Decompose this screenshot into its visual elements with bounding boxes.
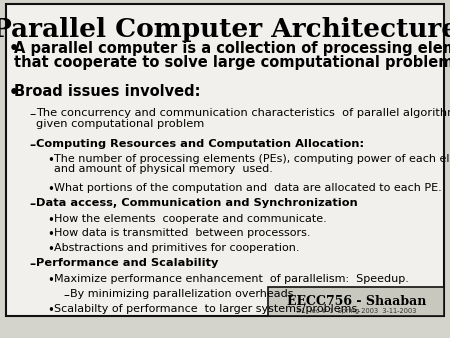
- FancyBboxPatch shape: [6, 4, 444, 316]
- Text: •: •: [47, 183, 54, 196]
- Text: Abstractions and primitives for cooperation.: Abstractions and primitives for cooperat…: [54, 243, 300, 254]
- Text: –: –: [29, 108, 36, 121]
- Text: •: •: [47, 154, 54, 167]
- Text: A parallel computer is a collection of processing elements: A parallel computer is a collection of p…: [14, 41, 450, 55]
- Text: –: –: [63, 289, 69, 302]
- Text: –: –: [29, 198, 36, 211]
- Text: •: •: [47, 274, 54, 287]
- Text: Data access, Communication and Synchronization: Data access, Communication and Synchroni…: [36, 198, 358, 208]
- Text: Computing Resources and Computation Allocation:: Computing Resources and Computation Allo…: [36, 139, 364, 149]
- FancyBboxPatch shape: [268, 287, 444, 316]
- Text: EECC756 - Shaaban: EECC756 - Shaaban: [287, 295, 426, 308]
- Text: How data is transmitted  between processors.: How data is transmitted between processo…: [54, 228, 310, 239]
- Text: •: •: [47, 228, 54, 241]
- Text: By minimizing parallelization overheads: By minimizing parallelization overheads: [70, 289, 293, 299]
- Text: Maximize performance enhancement  of parallelism:  Speedup.: Maximize performance enhancement of para…: [54, 274, 409, 284]
- Text: •: •: [9, 84, 19, 99]
- Text: given computational problem: given computational problem: [36, 119, 204, 129]
- Text: •: •: [47, 304, 54, 317]
- Text: and amount of physical memory  used.: and amount of physical memory used.: [54, 164, 273, 174]
- Text: Broad issues involved:: Broad issues involved:: [14, 84, 200, 99]
- Text: •: •: [47, 214, 54, 226]
- Text: The number of processing elements (PEs), computing power of each element: The number of processing elements (PEs),…: [54, 154, 450, 165]
- Text: Performance and Scalability: Performance and Scalability: [36, 258, 218, 268]
- Text: The concurrency and communication characteristics  of parallel algorithms for a: The concurrency and communication charac…: [36, 108, 450, 118]
- Text: Scalabilty of performance  to larger systems/problems.: Scalabilty of performance to larger syst…: [54, 304, 361, 314]
- Text: Parallel Computer Architecture: Parallel Computer Architecture: [0, 17, 450, 42]
- Text: •: •: [47, 243, 54, 256]
- Text: What portions of the computation and  data are allocated to each PE.: What portions of the computation and dat…: [54, 183, 442, 193]
- Text: –: –: [29, 258, 36, 271]
- Text: •: •: [9, 41, 19, 55]
- Text: –: –: [29, 139, 36, 151]
- Text: How the elements  cooperate and communicate.: How the elements cooperate and communica…: [54, 214, 327, 224]
- Text: #1  lec # 1  Spring 2003  3-11-2003: #1 lec # 1 Spring 2003 3-11-2003: [296, 308, 417, 314]
- Text: that cooperate to solve large computational problems fast: that cooperate to solve large computatio…: [14, 55, 450, 70]
